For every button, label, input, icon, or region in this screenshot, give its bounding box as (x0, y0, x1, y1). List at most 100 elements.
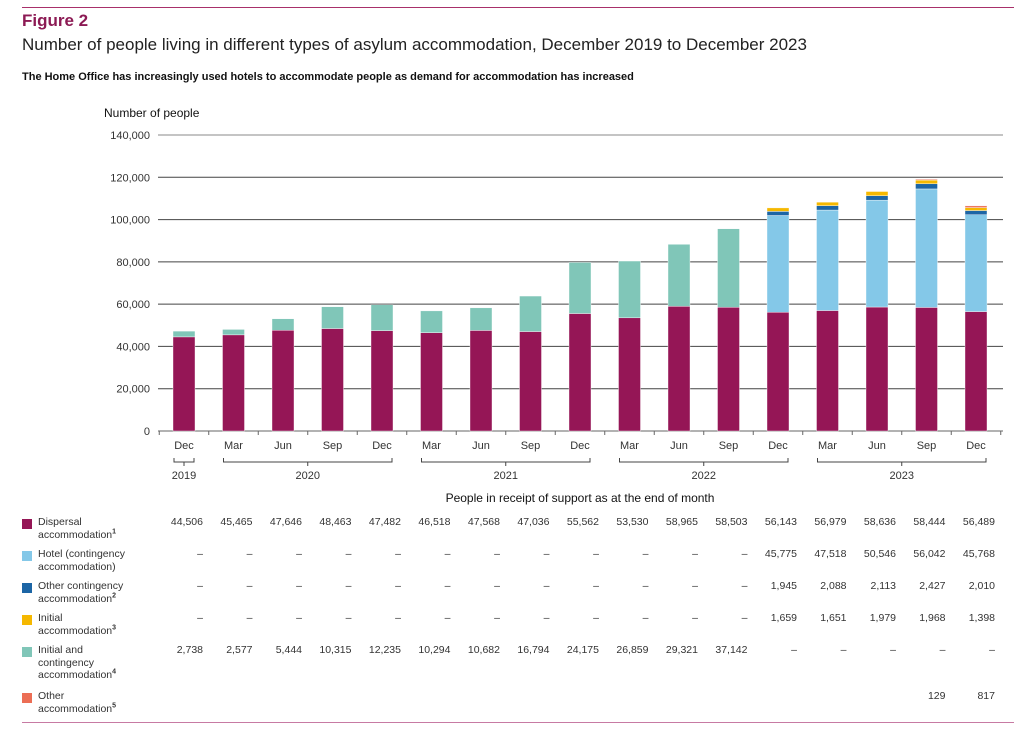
y-tick-label: 40,000 (116, 341, 150, 353)
bar-segment (667, 306, 691, 432)
table-cell: 55,562 (566, 516, 599, 528)
x-tick-label: Sep (719, 440, 739, 452)
row-label: Dispersal accommodation1 (38, 516, 158, 541)
table-cell: 2,113 (870, 580, 897, 592)
row-label-line: Initial (38, 612, 63, 624)
row-label-line: Other contingency (38, 580, 124, 592)
table-cell: – (246, 612, 253, 624)
table-cell: 56,489 (962, 516, 995, 528)
x-tick-label: Jun (274, 440, 292, 452)
table-cell: 47,568 (467, 516, 500, 528)
figure-title: Number of people living in different typ… (22, 35, 807, 54)
table-cell: 2,427 (919, 580, 946, 592)
figure-label: Figure 2 (22, 11, 89, 30)
bar-segment (915, 179, 938, 181)
stacked-bar-chart: 0 20,000 40,000 60,000 80,000 100,000 120,000 1… (110, 130, 1003, 482)
table-cell: – (890, 644, 896, 656)
bar-segment (271, 318, 295, 331)
bar-segment (964, 210, 988, 215)
y-tick-label: 100,000 (110, 215, 150, 227)
table-cell: – (642, 612, 649, 624)
table-cell: – (840, 644, 847, 656)
row-label-line: accommodation (38, 624, 113, 637)
bar-segment (222, 334, 245, 432)
bar-segment (865, 306, 889, 432)
year-bracket (817, 458, 987, 466)
table-cell: 58,503 (715, 516, 748, 528)
table-cell: 26,859 (616, 644, 649, 656)
table-cell: 1,968 (919, 612, 946, 624)
table-cell: – (543, 580, 550, 592)
table-cell: 45,465 (220, 516, 253, 528)
table-cell: – (642, 548, 649, 560)
table-cell: 58,965 (665, 516, 698, 528)
table-cell: 2,738 (176, 644, 203, 656)
bar-segment (816, 209, 839, 311)
table-cell: – (395, 548, 401, 560)
legend-swatch (22, 647, 32, 657)
row-label: Initial and contingency accommodation4 (38, 644, 158, 682)
table-cell: – (692, 612, 698, 624)
table-cell: 2,010 (968, 580, 995, 592)
table-cell: – (296, 612, 302, 624)
bar-segment (915, 183, 938, 190)
table-cell: 1,945 (770, 580, 797, 592)
table-cell: – (296, 580, 302, 592)
x-tick-label: Jun (868, 440, 886, 452)
table-row: Initial accommodation3 – – – – – – – – – – – – 1,659 1,… (22, 612, 1022, 637)
table-cell: 5,444 (275, 644, 302, 656)
bar-segment (717, 228, 740, 308)
table-cell: 10,294 (418, 644, 451, 656)
table-cell: 56,979 (814, 516, 847, 528)
bar-segment (519, 331, 542, 432)
x-tick-label: Sep (917, 440, 937, 452)
bar-segment (321, 306, 344, 329)
legend-swatch (22, 583, 32, 593)
footnote-marker: 1 (112, 528, 117, 535)
table-cell: 29,321 (665, 644, 698, 656)
footnote-marker: 2 (112, 592, 117, 599)
table-cell: 58,636 (863, 516, 896, 528)
bar-segment (766, 312, 790, 432)
x-tick-label: Mar (620, 440, 639, 452)
bar-segment (964, 214, 988, 312)
table-cell: 47,036 (517, 516, 550, 528)
row-label-line: accommodation (38, 702, 113, 715)
table-cell: 50,546 (863, 548, 896, 560)
bar-segment (667, 244, 691, 307)
x-tick-label: Dec (966, 440, 986, 452)
table-cell: – (593, 612, 599, 624)
table-cell: – (444, 580, 451, 592)
legend-swatch (22, 551, 32, 561)
bar-segment (865, 195, 889, 201)
bar-segment (469, 307, 493, 331)
x-tick-label: Dec (570, 440, 590, 452)
row-label-line: Hotel (contingency (38, 548, 125, 560)
table-cell: – (395, 580, 401, 592)
bar-segment (420, 310, 443, 333)
y-tick-label: 80,000 (116, 257, 150, 269)
table-cell: 53,530 (616, 516, 649, 528)
table-cell: – (345, 580, 352, 592)
table-cell: 129 (927, 690, 946, 702)
table-cell: 48,463 (319, 516, 352, 528)
table-cell: – (296, 548, 302, 560)
table-cell: – (791, 644, 797, 656)
y-tick-label: 0 (144, 426, 150, 438)
x-tick-label: Dec (768, 440, 788, 452)
table-cell: – (989, 644, 995, 656)
bar-segment (766, 207, 790, 212)
bar-segment (271, 330, 295, 432)
bar-segment (568, 313, 592, 432)
row-label: Other contingency accommodation2 (38, 580, 158, 605)
table-cell: – (543, 548, 550, 560)
table-cell: – (692, 580, 698, 592)
table-cell: 24,175 (566, 644, 599, 656)
bar-segment (865, 199, 889, 308)
table-cell: 56,042 (913, 548, 946, 560)
table-cell: 58,444 (913, 516, 946, 528)
table-row: Other contingency accommodation2 – – – – – – – – –… (22, 580, 1022, 605)
table-cell: 1,659 (770, 612, 797, 624)
table-cell: – (543, 612, 550, 624)
table-cell: 2,088 (820, 580, 847, 592)
